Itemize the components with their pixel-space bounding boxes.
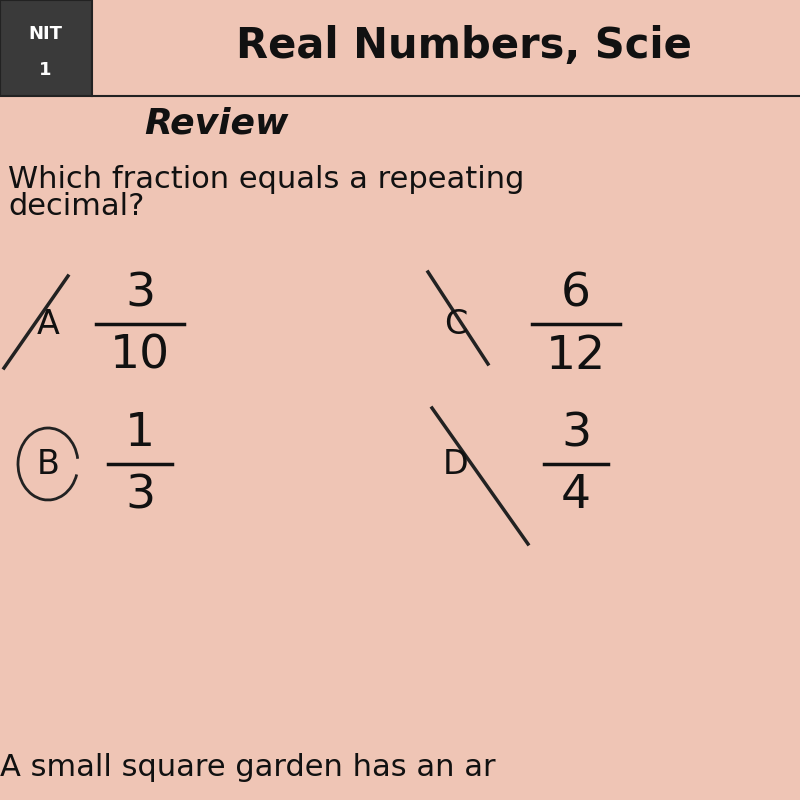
Text: 3: 3 — [125, 271, 155, 316]
Text: 1: 1 — [125, 411, 155, 456]
Text: 12: 12 — [546, 334, 606, 378]
Text: Real Numbers, Scie: Real Numbers, Scie — [236, 26, 692, 67]
Text: 3: 3 — [561, 411, 591, 456]
Text: decimal?: decimal? — [8, 192, 144, 221]
Text: Which fraction equals a repeating: Which fraction equals a repeating — [8, 166, 524, 194]
Text: 4: 4 — [561, 474, 591, 518]
Text: D: D — [443, 447, 469, 481]
Text: A: A — [37, 307, 59, 341]
FancyBboxPatch shape — [0, 0, 92, 96]
Text: Review: Review — [144, 107, 288, 141]
Text: 1: 1 — [39, 62, 52, 79]
Text: 3: 3 — [125, 474, 155, 518]
Text: A small square garden has an ar: A small square garden has an ar — [0, 754, 496, 782]
Text: NIT: NIT — [29, 25, 62, 42]
Text: 10: 10 — [110, 334, 170, 378]
Text: B: B — [37, 447, 59, 481]
Text: 6: 6 — [561, 271, 591, 316]
Text: C: C — [444, 307, 468, 341]
